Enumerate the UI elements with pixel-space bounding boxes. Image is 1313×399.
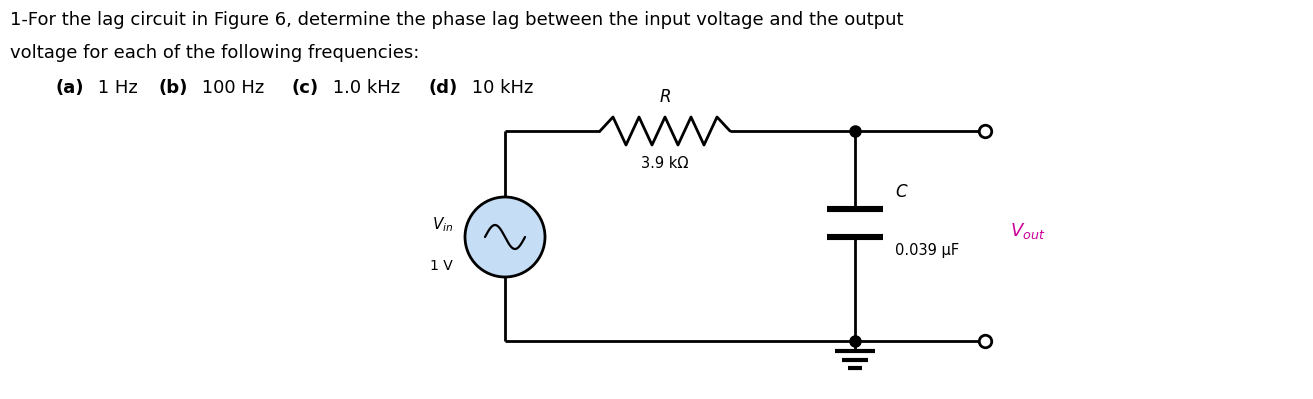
Text: (a): (a)	[55, 79, 84, 97]
Text: $V_{out}$: $V_{out}$	[1010, 221, 1045, 241]
Text: 100 Hz: 100 Hz	[196, 79, 270, 97]
Circle shape	[465, 197, 545, 277]
Text: C: C	[895, 183, 906, 201]
Text: 10 kHz: 10 kHz	[466, 79, 533, 97]
Text: (d): (d)	[428, 79, 458, 97]
Text: (b): (b)	[159, 79, 188, 97]
Text: 1-For the lag circuit in Figure 6, determine the phase lag between the input vol: 1-For the lag circuit in Figure 6, deter…	[11, 11, 903, 29]
Text: 0.039 μF: 0.039 μF	[895, 243, 958, 258]
Text: $V_{in}$: $V_{in}$	[432, 215, 453, 234]
Text: R: R	[659, 88, 671, 106]
Text: 1 Hz: 1 Hz	[92, 79, 143, 97]
Text: 1 V: 1 V	[431, 259, 453, 273]
Text: voltage for each of the following frequencies:: voltage for each of the following freque…	[11, 44, 419, 62]
Text: (c): (c)	[291, 79, 319, 97]
Text: 1.0 kHz: 1.0 kHz	[327, 79, 406, 97]
Text: 3.9 kΩ: 3.9 kΩ	[641, 156, 689, 171]
